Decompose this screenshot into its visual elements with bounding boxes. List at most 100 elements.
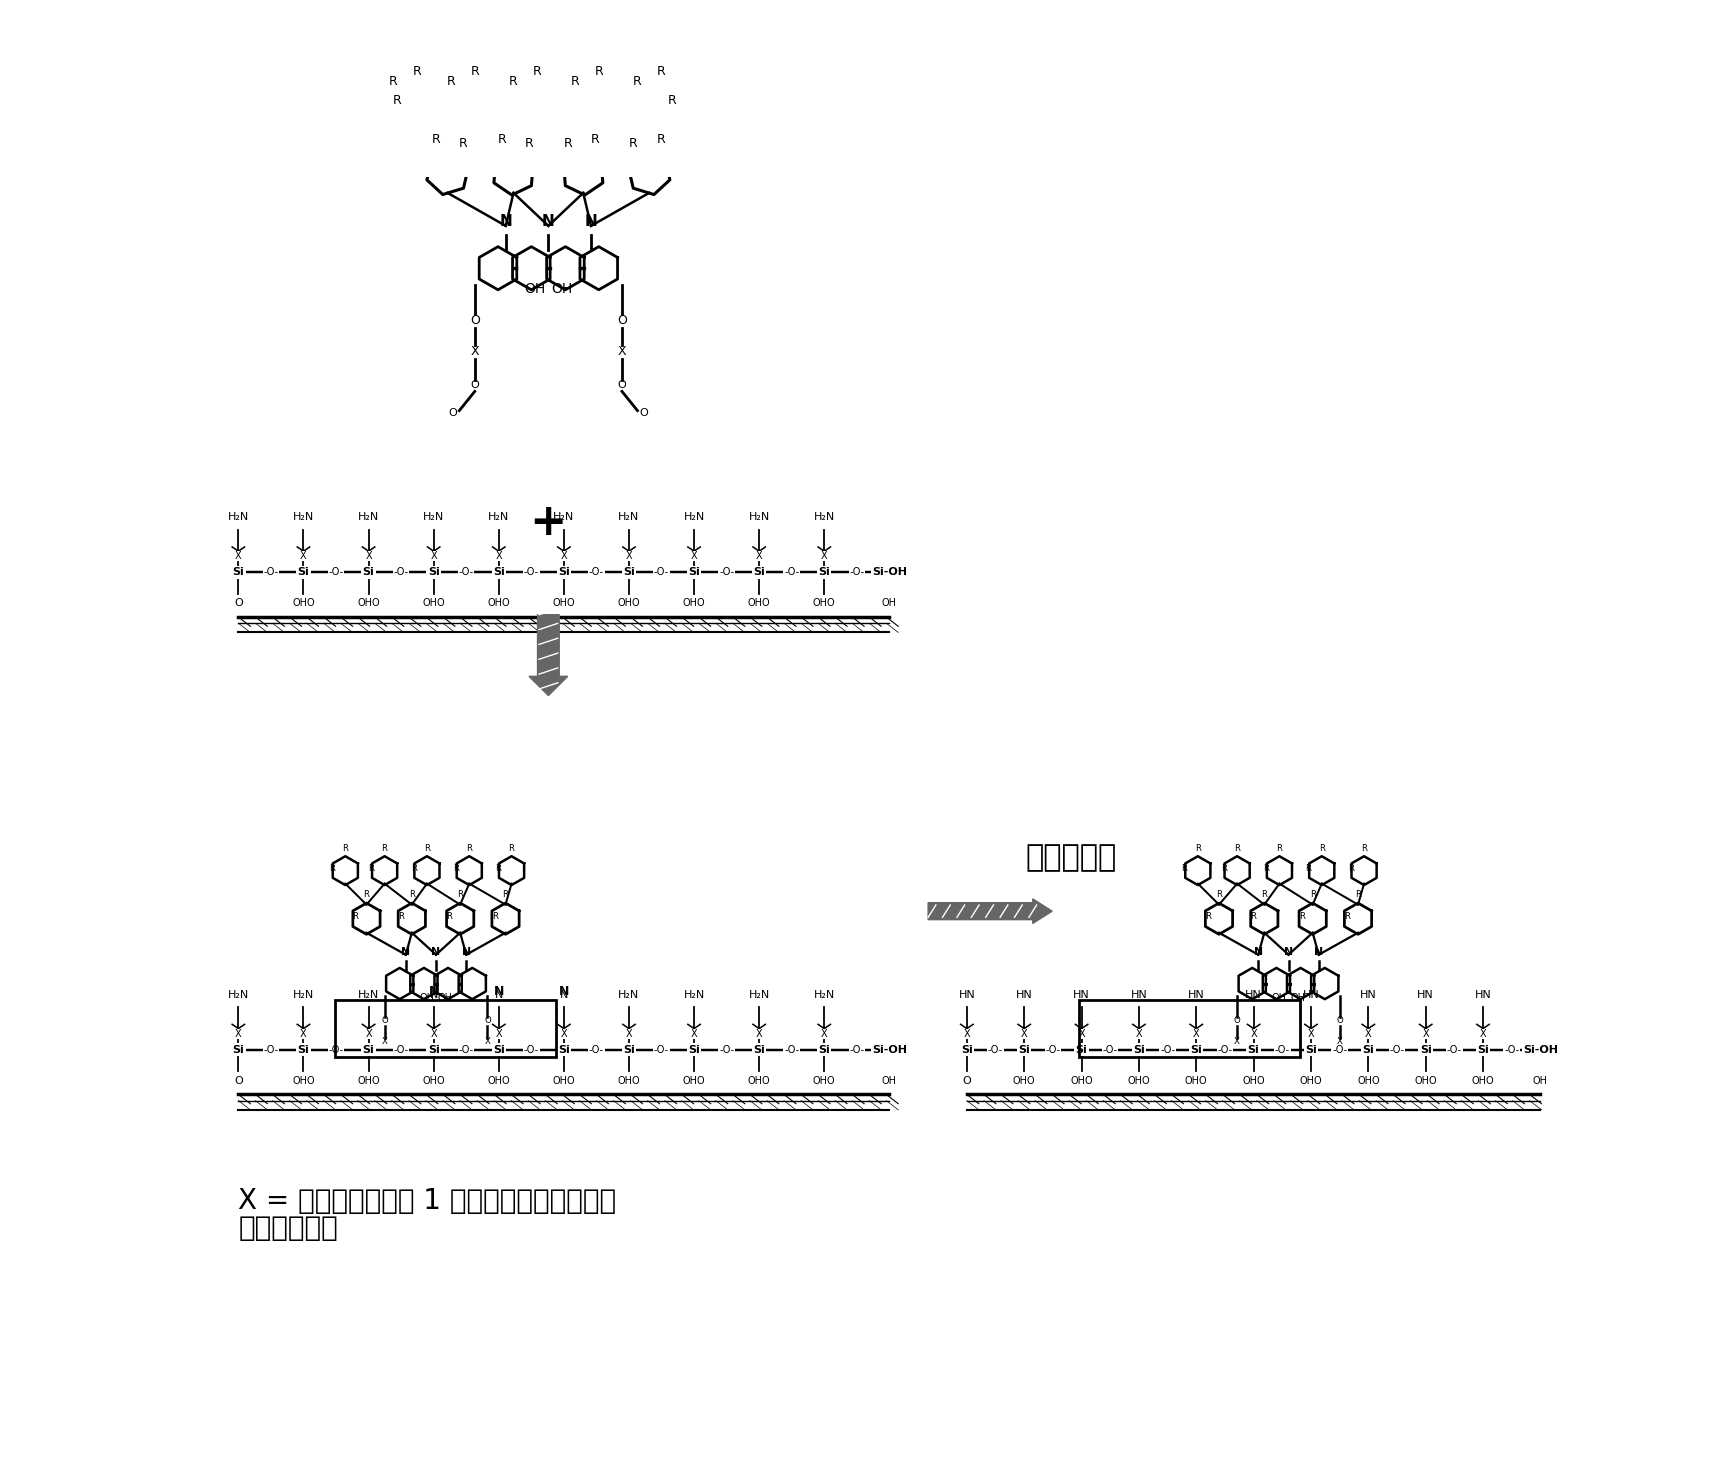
Text: Si: Si — [1132, 1045, 1144, 1055]
Text: X: X — [821, 551, 828, 562]
Text: Si: Si — [492, 568, 504, 578]
Bar — [336, 999, 556, 1057]
Text: -O-: -O- — [329, 1045, 344, 1055]
Text: X: X — [299, 1029, 306, 1039]
Text: N: N — [542, 214, 554, 229]
Text: X: X — [1308, 1029, 1315, 1039]
Text: X: X — [430, 551, 437, 562]
Text: -O-: -O- — [654, 568, 669, 578]
Text: R: R — [1205, 912, 1212, 921]
Text: X: X — [756, 1029, 762, 1039]
Text: Si: Si — [1420, 1045, 1432, 1055]
Text: O: O — [618, 380, 626, 390]
Text: H₂N: H₂N — [814, 990, 835, 999]
Text: O: O — [234, 1076, 243, 1085]
Text: HN: HN — [1187, 990, 1205, 999]
Text: -O-: -O- — [1389, 1045, 1404, 1055]
Text: X: X — [1337, 1038, 1342, 1046]
Text: R: R — [329, 863, 336, 872]
Text: H₂N: H₂N — [489, 513, 509, 522]
Text: Si: Si — [1191, 1045, 1203, 1055]
Text: H₂N: H₂N — [618, 990, 640, 999]
Text: R: R — [594, 65, 602, 78]
Text: N: N — [499, 214, 513, 229]
FancyArrow shape — [528, 615, 568, 696]
Text: H₂N: H₂N — [358, 513, 379, 522]
Text: H₂N: H₂N — [749, 990, 769, 999]
Text: N: N — [401, 947, 410, 958]
Text: Si: Si — [623, 1045, 635, 1055]
Text: -O-: -O- — [460, 1045, 473, 1055]
Text: R: R — [1251, 912, 1256, 921]
Text: R: R — [1220, 863, 1227, 872]
Text: -O-: -O- — [460, 568, 473, 578]
Text: Si: Si — [754, 1045, 766, 1055]
Text: N: N — [430, 990, 437, 999]
Text: X: X — [1480, 1029, 1487, 1039]
Text: R: R — [1310, 890, 1315, 900]
Text: H₂N: H₂N — [423, 513, 444, 522]
Text: X: X — [626, 551, 632, 562]
Text: X: X — [382, 1038, 387, 1046]
Text: X: X — [690, 551, 697, 562]
Text: HN: HN — [959, 990, 976, 999]
Text: Si: Si — [298, 568, 310, 578]
Text: HN: HN — [1303, 990, 1320, 999]
Text: HN: HN — [1131, 990, 1148, 999]
Text: OHO: OHO — [1471, 1076, 1494, 1085]
Text: OHO: OHO — [358, 1076, 380, 1085]
Text: -O-: -O- — [654, 1045, 669, 1055]
Text: X: X — [236, 1029, 241, 1039]
Text: H₂N: H₂N — [227, 513, 250, 522]
Text: R: R — [509, 844, 515, 853]
Text: O: O — [1337, 1017, 1344, 1026]
Text: R: R — [342, 844, 348, 853]
Text: R: R — [432, 133, 441, 146]
Bar — [1079, 999, 1299, 1057]
Text: H₂N: H₂N — [683, 990, 704, 999]
Text: R: R — [633, 75, 642, 89]
Text: OH: OH — [1291, 993, 1305, 1002]
Text: OHO: OHO — [683, 599, 706, 607]
Text: R: R — [1361, 844, 1366, 853]
Text: OHO: OHO — [1127, 1076, 1150, 1085]
Text: R: R — [466, 844, 472, 853]
Text: R: R — [509, 75, 518, 89]
Text: OHO: OHO — [1186, 1076, 1208, 1085]
Text: R: R — [1263, 863, 1268, 872]
Text: X: X — [1193, 1029, 1200, 1039]
Text: R: R — [1234, 844, 1241, 853]
Text: OHO: OHO — [358, 599, 380, 607]
Text: OHO: OHO — [618, 1076, 640, 1085]
Text: OHO: OHO — [552, 1076, 575, 1085]
Text: OHO: OHO — [293, 599, 315, 607]
Text: -O-: -O- — [848, 568, 864, 578]
Text: X: X — [756, 551, 762, 562]
Text: HN: HN — [1360, 990, 1377, 999]
Text: R: R — [353, 912, 358, 921]
Text: OHO: OHO — [487, 599, 509, 607]
Text: OHO: OHO — [552, 599, 575, 607]
Text: Si: Si — [429, 1045, 439, 1055]
Text: Si: Si — [688, 1045, 700, 1055]
Text: OHO: OHO — [1415, 1076, 1437, 1085]
Text: N: N — [1284, 947, 1292, 958]
Text: -O-: -O- — [1045, 1045, 1060, 1055]
Text: Si: Si — [363, 1045, 375, 1055]
Text: Si: Si — [558, 1045, 570, 1055]
Text: R: R — [1182, 863, 1187, 872]
Text: R: R — [496, 863, 501, 872]
Text: R: R — [410, 890, 415, 900]
Text: R: R — [460, 137, 468, 151]
Text: R: R — [446, 912, 453, 921]
Text: R: R — [470, 65, 478, 78]
Text: -O-: -O- — [1217, 1045, 1232, 1055]
Text: X: X — [1422, 1029, 1428, 1039]
Text: -O-: -O- — [589, 1045, 604, 1055]
FancyArrow shape — [928, 899, 1052, 924]
Text: -O-: -O- — [394, 1045, 408, 1055]
Text: R: R — [656, 65, 664, 78]
Text: X: X — [496, 551, 503, 562]
Text: -O-: -O- — [1275, 1045, 1289, 1055]
Text: R: R — [453, 863, 460, 872]
